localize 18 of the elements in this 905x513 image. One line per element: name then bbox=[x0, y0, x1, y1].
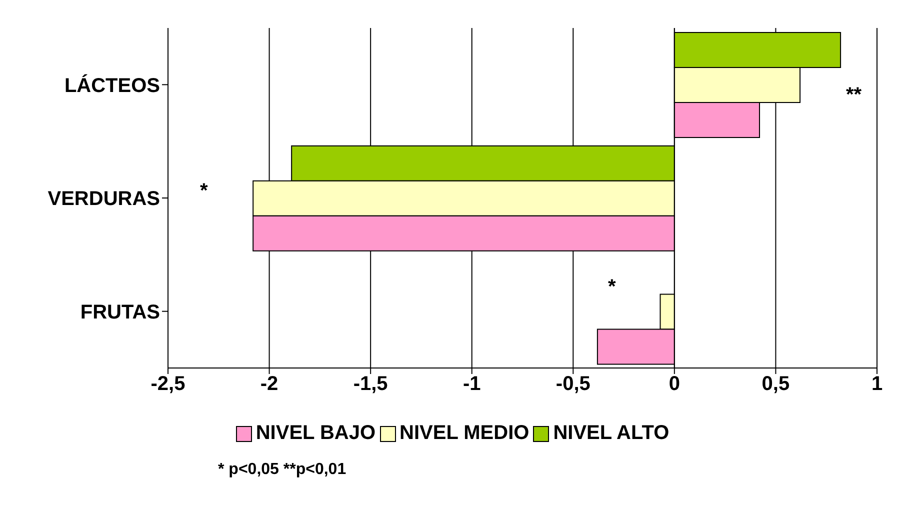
x-tick-label: -2 bbox=[260, 373, 278, 396]
annotation: ** bbox=[846, 84, 862, 107]
x-tick-label: -0,5 bbox=[556, 373, 590, 396]
x-tick-label: 1 bbox=[871, 373, 883, 396]
legend-label: NIVEL MEDIO bbox=[398, 422, 530, 445]
text: * p<0,05 **p<0,01 bbox=[218, 461, 348, 479]
x-tick-label: -1,5 bbox=[353, 373, 388, 396]
annotation: * bbox=[200, 180, 208, 203]
x-tick-label: 0,5 bbox=[762, 373, 790, 396]
y-tick-label: VERDURAS bbox=[48, 188, 160, 210]
legend-label: NIVEL ALTO bbox=[552, 422, 670, 445]
y-tick-label: FRUTAS bbox=[80, 301, 160, 324]
x-tick-label: -1 bbox=[462, 373, 481, 396]
y-tick-label: LÁCTEOS bbox=[64, 74, 160, 97]
legend-label: NIVEL BAJO bbox=[254, 422, 376, 445]
x-tick-label: -2,5 bbox=[150, 373, 186, 396]
annotation: * bbox=[608, 276, 616, 299]
x-tick-label: 0 bbox=[668, 373, 680, 396]
